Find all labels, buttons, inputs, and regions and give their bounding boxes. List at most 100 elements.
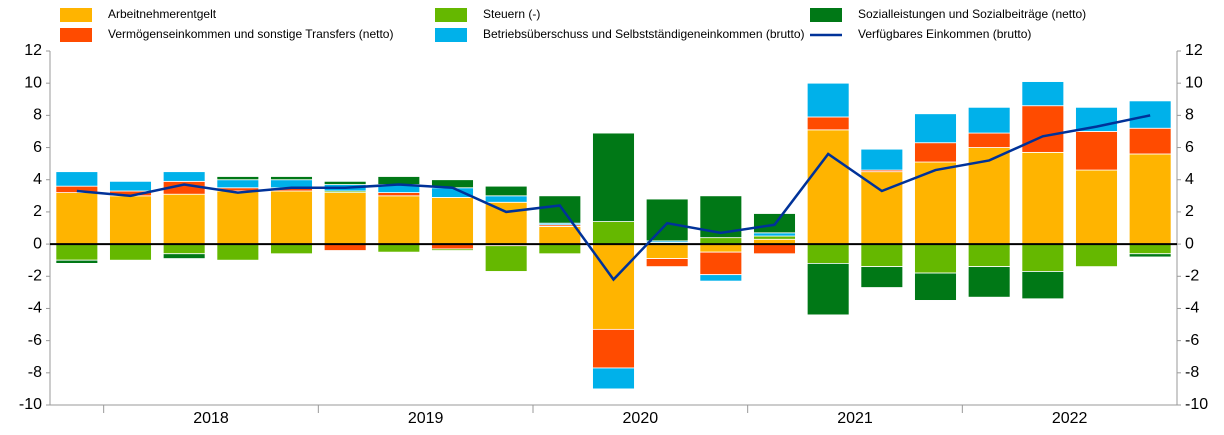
bar bbox=[1128, 153, 1172, 245]
legend-label: Betriebsüberschuss und Selbstständigenei… bbox=[483, 27, 805, 41]
y-tick-label: 2 bbox=[33, 203, 42, 220]
bar bbox=[484, 201, 528, 245]
y2-tick-label: 12 bbox=[1185, 42, 1203, 59]
x-tick-label: 2018 bbox=[193, 410, 229, 427]
bar bbox=[967, 266, 1011, 298]
bar bbox=[967, 106, 1011, 134]
x-tick-label: 2019 bbox=[408, 410, 444, 427]
legend-swatch bbox=[60, 8, 92, 22]
bar bbox=[1021, 271, 1065, 300]
bar bbox=[967, 243, 1011, 268]
bar bbox=[806, 82, 850, 118]
y2-tick-label: -2 bbox=[1185, 267, 1199, 284]
bar bbox=[484, 185, 528, 197]
y-tick-label: 6 bbox=[33, 139, 42, 156]
bar bbox=[914, 243, 957, 274]
bar bbox=[55, 259, 99, 264]
y-tick-label: -4 bbox=[28, 300, 42, 317]
line bbox=[76, 114, 1151, 282]
bar bbox=[806, 129, 850, 245]
bar bbox=[377, 243, 421, 253]
bar bbox=[538, 225, 582, 245]
y2-tick-label: 10 bbox=[1185, 74, 1203, 91]
bar bbox=[1128, 100, 1172, 129]
legend-label: Steuern (-) bbox=[483, 7, 540, 21]
bar bbox=[431, 248, 474, 251]
bar bbox=[753, 243, 796, 255]
bar bbox=[1075, 131, 1118, 171]
bar bbox=[753, 232, 796, 237]
bar bbox=[753, 235, 796, 240]
bar bbox=[699, 274, 743, 282]
y-tick-label: 8 bbox=[33, 107, 42, 124]
y-tick-label: -2 bbox=[28, 267, 42, 284]
bar bbox=[377, 195, 421, 245]
y-tick-label: -10 bbox=[19, 396, 42, 413]
bar bbox=[699, 251, 743, 276]
legend-swatch bbox=[810, 8, 842, 22]
y2-tick-label: 6 bbox=[1185, 139, 1194, 156]
bar bbox=[914, 272, 957, 301]
bar bbox=[645, 198, 689, 242]
bar bbox=[806, 243, 850, 264]
bar bbox=[323, 180, 367, 185]
y2-tick-label: -8 bbox=[1185, 364, 1199, 381]
bar bbox=[806, 262, 850, 316]
bar bbox=[1128, 127, 1172, 155]
bar bbox=[377, 192, 421, 197]
legend-label: Vermögenseinkommen und sonstige Transfer… bbox=[108, 27, 393, 41]
legend-label: Arbeitnehmerentgelt bbox=[108, 7, 217, 21]
bar bbox=[860, 148, 904, 171]
x-tick-label: 2020 bbox=[623, 410, 659, 427]
bar bbox=[592, 132, 635, 222]
bar bbox=[216, 176, 260, 181]
bar bbox=[1021, 81, 1065, 107]
y-tick-label: 10 bbox=[24, 74, 42, 91]
bar bbox=[109, 243, 152, 261]
y2-tick-label: 4 bbox=[1185, 171, 1194, 188]
bar bbox=[592, 243, 635, 330]
y2-tick-label: 8 bbox=[1185, 107, 1194, 124]
bar bbox=[1021, 151, 1065, 245]
bar bbox=[699, 243, 743, 253]
bar bbox=[538, 243, 582, 255]
y2-tick-label: 0 bbox=[1185, 235, 1194, 252]
bar bbox=[270, 190, 313, 245]
bar bbox=[270, 176, 313, 181]
bar bbox=[1021, 105, 1065, 153]
legend-swatch bbox=[60, 28, 92, 42]
bar bbox=[216, 190, 260, 245]
y-tick-label: 4 bbox=[33, 171, 42, 188]
bar bbox=[216, 179, 260, 189]
bar bbox=[592, 328, 635, 369]
y2-tick-label: -4 bbox=[1185, 300, 1199, 317]
bar bbox=[109, 195, 152, 245]
bar bbox=[109, 180, 152, 192]
bar bbox=[162, 243, 206, 255]
bar bbox=[55, 192, 99, 245]
bar bbox=[1021, 243, 1065, 272]
bar bbox=[270, 243, 313, 255]
y-tick-label: -8 bbox=[28, 364, 42, 381]
y-tick-label: 0 bbox=[33, 235, 42, 252]
bar bbox=[860, 266, 904, 288]
bar bbox=[860, 243, 904, 268]
bar bbox=[431, 187, 474, 198]
bar bbox=[162, 253, 206, 259]
bar bbox=[914, 113, 957, 144]
x-tick-label: 2021 bbox=[837, 410, 873, 427]
y2-tick-label: 2 bbox=[1185, 203, 1194, 220]
bar bbox=[484, 195, 528, 203]
bar bbox=[431, 197, 474, 245]
bar bbox=[806, 116, 850, 131]
bar bbox=[1075, 243, 1118, 268]
bar bbox=[645, 243, 689, 259]
legend-label: Sozialleistungen und Sozialbeiträge (net… bbox=[858, 7, 1086, 21]
bar bbox=[216, 243, 260, 261]
legend-swatch bbox=[435, 8, 467, 22]
bar bbox=[914, 161, 957, 245]
y-tick-label: 12 bbox=[24, 42, 42, 59]
bar bbox=[914, 142, 957, 163]
bar bbox=[162, 171, 206, 182]
